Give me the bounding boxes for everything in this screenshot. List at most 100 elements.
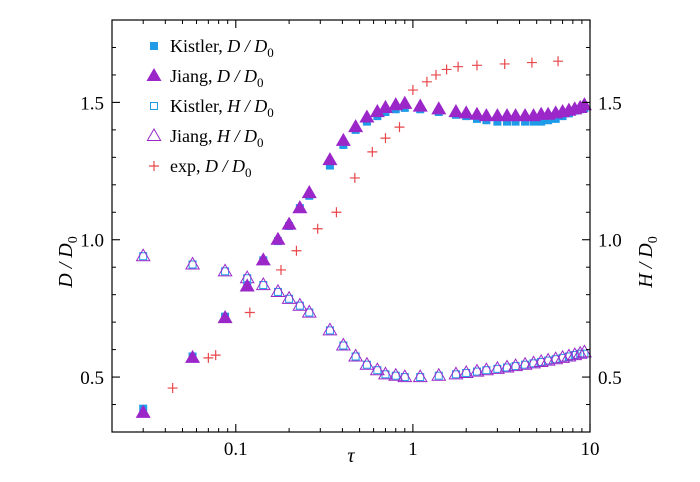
- data-point: [244, 307, 255, 318]
- data-point: [281, 216, 297, 230]
- data-point: [135, 248, 151, 262]
- legend-label: Kistler, H / D0: [170, 96, 274, 120]
- data-point: [431, 367, 447, 381]
- y-tick-label-left: 0.5: [80, 368, 104, 389]
- data-point: [458, 364, 474, 378]
- data-point: [185, 349, 201, 363]
- data-point: [478, 108, 494, 122]
- y-tick-label-right: 1.5: [598, 93, 622, 114]
- data-point: [388, 367, 404, 381]
- y-tick-label-right: 1.0: [598, 231, 622, 252]
- data-point: [135, 404, 151, 418]
- data-point: [489, 108, 505, 122]
- data-point: [412, 369, 428, 383]
- data-point: [377, 99, 393, 113]
- data-point: [291, 245, 302, 256]
- data-point: [448, 104, 464, 118]
- legend-entry: Jiang, H / D0: [146, 126, 264, 150]
- data-point: [217, 263, 233, 277]
- data-point: [453, 61, 464, 72]
- data-point: [407, 85, 418, 96]
- data-point: [348, 348, 364, 362]
- data-point: [421, 76, 432, 87]
- data-point: [458, 105, 474, 119]
- data-point: [349, 172, 360, 183]
- data-point: [555, 349, 571, 363]
- y-axis-label-left: D / D0: [55, 236, 81, 288]
- data-point: [469, 363, 485, 377]
- data-point: [572, 345, 588, 359]
- data-point: [576, 97, 592, 111]
- legend: Kistler, D / D0 Jiang, D / D0 Kistler, H /…: [146, 36, 274, 180]
- legend-entry: exp, D / D0: [149, 156, 252, 180]
- data-point: [367, 146, 378, 157]
- x-axis-label: τ: [347, 445, 355, 467]
- data-point: [508, 108, 524, 122]
- data-point: [489, 360, 505, 374]
- data-point: [499, 359, 515, 373]
- data-point: [526, 57, 537, 68]
- data-point: [394, 122, 405, 133]
- data-point: [397, 369, 413, 383]
- data-point: [203, 352, 214, 363]
- data-point: [359, 109, 375, 123]
- data-point: [335, 132, 351, 146]
- data-point: [478, 362, 494, 376]
- data-point: [322, 322, 338, 336]
- data-point: [348, 119, 364, 133]
- data-point: [553, 56, 564, 67]
- data-point: [270, 231, 286, 245]
- data-point: [322, 152, 338, 166]
- data-point: [441, 64, 452, 75]
- data-point: [270, 283, 286, 297]
- data-point: [517, 356, 533, 370]
- legend-marker: [150, 102, 158, 110]
- data-point: [210, 350, 221, 361]
- series-2: [135, 95, 592, 418]
- data-point: [255, 252, 271, 266]
- data-point: [167, 383, 178, 394]
- data-point: [431, 101, 447, 115]
- legend-entry: Kistler, H / D0: [150, 96, 274, 120]
- data-point: [312, 223, 323, 234]
- data-point: [281, 290, 297, 304]
- data-point: [448, 366, 464, 380]
- series-4: [135, 248, 592, 383]
- y-tick-label-left: 1.0: [80, 231, 104, 252]
- data-point: [561, 348, 577, 362]
- data-point: [369, 362, 385, 376]
- data-point: [397, 95, 413, 109]
- data-point: [301, 304, 317, 318]
- plot-frame: [111, 19, 591, 433]
- data-point: [471, 60, 482, 71]
- legend-entry: Kistler, D / D0: [150, 36, 274, 60]
- data-point: [380, 133, 391, 144]
- y-tick-label-right: 0.5: [598, 368, 622, 389]
- data-point: [469, 106, 485, 120]
- data-point: [430, 69, 441, 80]
- series-3: [139, 252, 589, 382]
- data-point: [508, 358, 524, 372]
- legend-marker: [150, 42, 158, 50]
- data-point: [377, 366, 393, 380]
- legend-marker: [146, 127, 162, 142]
- x-tick-label: 10: [581, 439, 600, 460]
- legend-marker: [149, 161, 159, 171]
- legend-label: Jiang, H / D0: [170, 126, 264, 150]
- legend-marker: [146, 67, 162, 82]
- legend-label: Jiang, D / D0: [170, 66, 264, 90]
- y-tick-label-left: 1.5: [80, 93, 104, 114]
- data-point: [217, 310, 233, 324]
- data-point: [499, 58, 510, 69]
- series-5: [167, 56, 564, 394]
- data-point: [576, 344, 592, 358]
- data-point: [335, 337, 351, 351]
- legend-entry: Jiang, D / D0: [146, 66, 264, 90]
- y-axis-label-right: H / D0: [635, 236, 661, 288]
- data-point: [239, 278, 255, 292]
- data-point: [292, 297, 308, 311]
- data-point: [359, 356, 375, 370]
- data-point: [292, 200, 308, 214]
- legend-label: exp, D / D0: [170, 156, 252, 180]
